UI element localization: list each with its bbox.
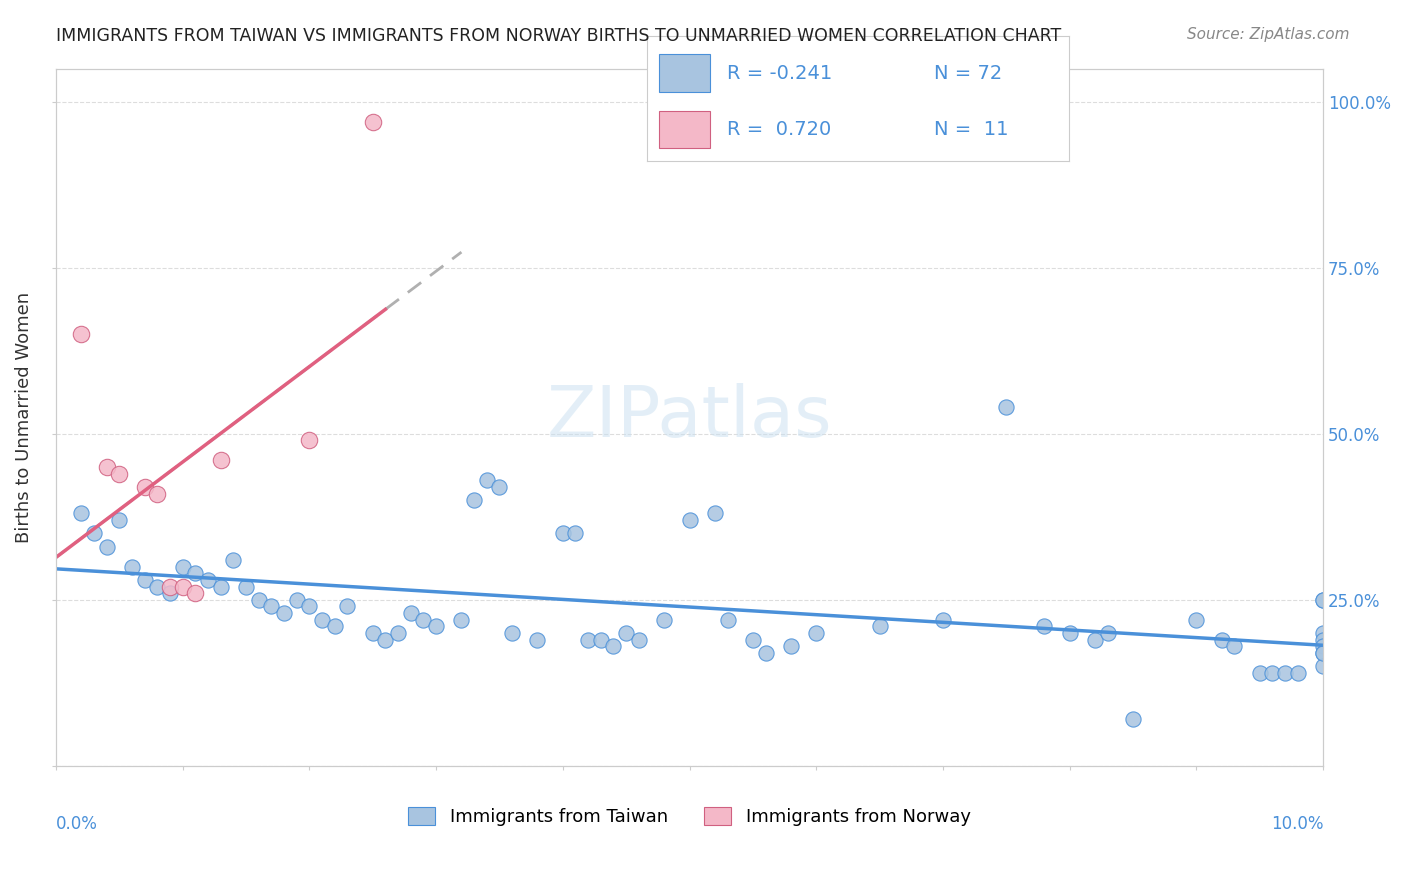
Point bbox=[197, 573, 219, 587]
Point bbox=[425, 619, 447, 633]
Point bbox=[134, 480, 156, 494]
Point bbox=[564, 526, 586, 541]
Point bbox=[475, 473, 498, 487]
Point bbox=[551, 526, 574, 541]
Point bbox=[121, 559, 143, 574]
Point bbox=[209, 453, 232, 467]
Point bbox=[172, 559, 194, 574]
Text: IMMIGRANTS FROM TAIWAN VS IMMIGRANTS FROM NORWAY BIRTHS TO UNMARRIED WOMEN CORRE: IMMIGRANTS FROM TAIWAN VS IMMIGRANTS FRO… bbox=[56, 27, 1062, 45]
Point bbox=[526, 632, 548, 647]
FancyBboxPatch shape bbox=[659, 111, 710, 148]
Point bbox=[703, 507, 725, 521]
Point bbox=[1312, 632, 1334, 647]
Point bbox=[614, 626, 637, 640]
Point bbox=[652, 613, 675, 627]
Point bbox=[184, 586, 207, 600]
Point bbox=[1312, 592, 1334, 607]
Point bbox=[146, 580, 169, 594]
Point bbox=[159, 580, 181, 594]
Point bbox=[488, 480, 510, 494]
Point bbox=[83, 526, 105, 541]
Point bbox=[361, 626, 384, 640]
Point bbox=[235, 580, 257, 594]
Point bbox=[70, 327, 93, 342]
Point bbox=[387, 626, 409, 640]
Point bbox=[260, 599, 283, 614]
Point bbox=[501, 626, 523, 640]
Point bbox=[1312, 646, 1334, 660]
Point bbox=[323, 619, 346, 633]
Point bbox=[1312, 640, 1334, 654]
Point bbox=[1286, 665, 1309, 680]
Point bbox=[108, 513, 131, 527]
Text: R = -0.241: R = -0.241 bbox=[727, 63, 832, 83]
Text: 0.0%: 0.0% bbox=[56, 814, 98, 833]
Point bbox=[222, 553, 245, 567]
Point bbox=[1312, 626, 1334, 640]
Point bbox=[285, 592, 308, 607]
Point bbox=[1097, 626, 1119, 640]
Point bbox=[209, 580, 232, 594]
Point bbox=[336, 599, 359, 614]
Point bbox=[780, 640, 803, 654]
Point bbox=[806, 626, 828, 640]
Point bbox=[1312, 592, 1334, 607]
Point bbox=[298, 434, 321, 448]
Point bbox=[298, 599, 321, 614]
Legend: Immigrants from Taiwan, Immigrants from Norway: Immigrants from Taiwan, Immigrants from … bbox=[401, 800, 979, 833]
Point bbox=[1185, 613, 1208, 627]
Point bbox=[412, 613, 434, 627]
FancyBboxPatch shape bbox=[659, 54, 710, 92]
Point bbox=[311, 613, 333, 627]
Point bbox=[627, 632, 650, 647]
Point bbox=[1223, 640, 1246, 654]
Point bbox=[108, 467, 131, 481]
Point bbox=[602, 640, 624, 654]
Point bbox=[589, 632, 612, 647]
Point bbox=[576, 632, 599, 647]
Text: Source: ZipAtlas.com: Source: ZipAtlas.com bbox=[1187, 27, 1350, 42]
Point bbox=[399, 606, 422, 620]
Point bbox=[146, 486, 169, 500]
Point bbox=[96, 460, 118, 475]
Point bbox=[361, 114, 384, 128]
Point bbox=[869, 619, 891, 633]
Point bbox=[96, 540, 118, 554]
Point bbox=[134, 573, 156, 587]
Point bbox=[1122, 712, 1144, 726]
Text: N = 72: N = 72 bbox=[934, 63, 1002, 83]
Point bbox=[374, 632, 396, 647]
Point bbox=[1084, 632, 1107, 647]
Point bbox=[754, 646, 776, 660]
Point bbox=[678, 513, 700, 527]
Text: N =  11: N = 11 bbox=[934, 120, 1008, 139]
Point bbox=[247, 592, 270, 607]
Point bbox=[932, 613, 955, 627]
Point bbox=[716, 613, 738, 627]
Point bbox=[172, 580, 194, 594]
Point bbox=[1249, 665, 1271, 680]
Point bbox=[273, 606, 295, 620]
Text: R =  0.720: R = 0.720 bbox=[727, 120, 831, 139]
Point bbox=[741, 632, 763, 647]
Point bbox=[1211, 632, 1233, 647]
Point bbox=[995, 401, 1018, 415]
Point bbox=[159, 586, 181, 600]
Point bbox=[1059, 626, 1081, 640]
Text: ZIPatlas: ZIPatlas bbox=[547, 383, 832, 451]
Point bbox=[70, 507, 93, 521]
Text: 10.0%: 10.0% bbox=[1271, 814, 1323, 833]
Point bbox=[184, 566, 207, 581]
Point bbox=[1033, 619, 1056, 633]
Point bbox=[1312, 646, 1334, 660]
Point bbox=[1312, 659, 1334, 673]
Y-axis label: Births to Unmarried Women: Births to Unmarried Women bbox=[15, 292, 32, 542]
Point bbox=[1261, 665, 1284, 680]
Point bbox=[463, 493, 485, 508]
Point bbox=[450, 613, 472, 627]
Point bbox=[1274, 665, 1296, 680]
